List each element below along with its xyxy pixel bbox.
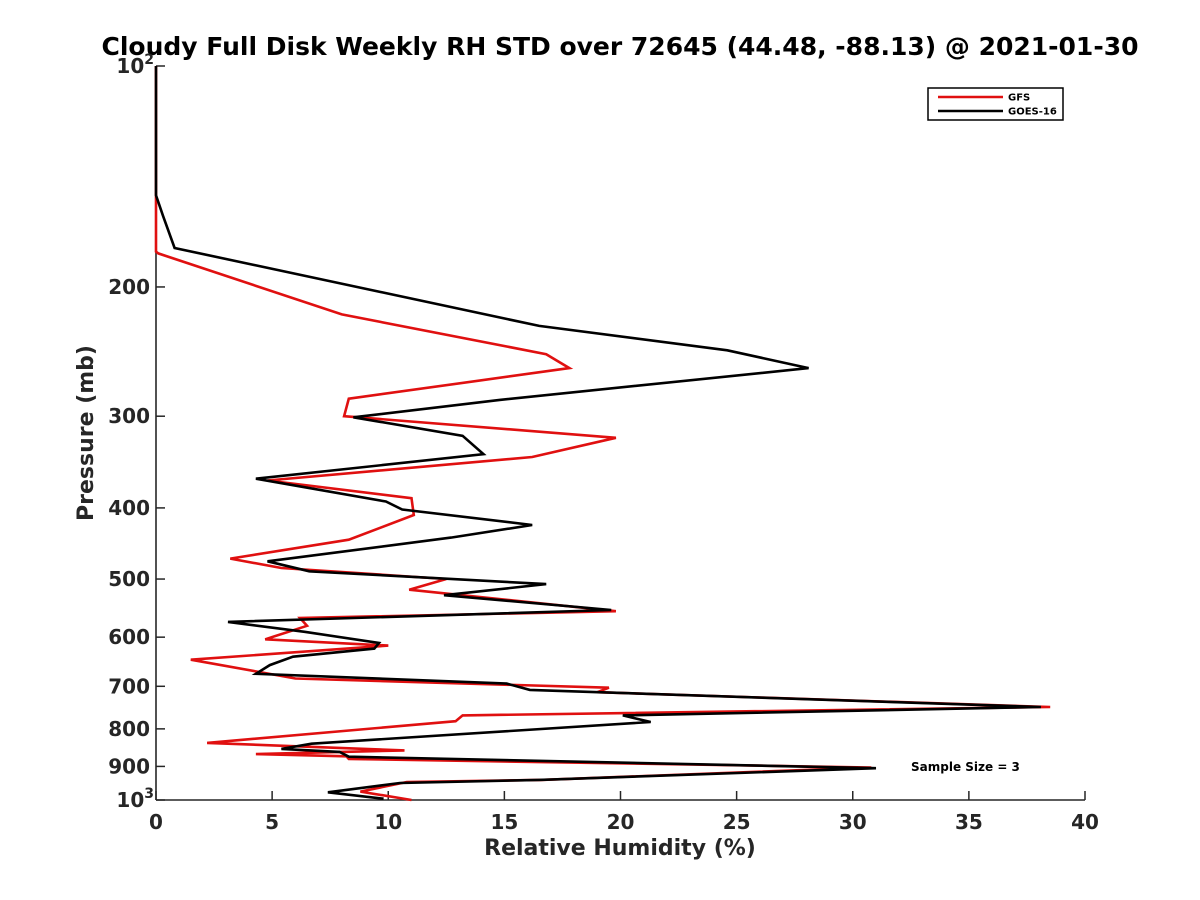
x-tick-label: 40 bbox=[1071, 810, 1099, 834]
y-axis-label: Pressure (mb) bbox=[74, 345, 99, 521]
x-tick-label: 35 bbox=[955, 810, 983, 834]
x-tick-label: 0 bbox=[149, 810, 163, 834]
y-tick-label: 700 bbox=[108, 674, 150, 698]
x-tick-label: 10 bbox=[374, 810, 402, 834]
plot-area: 0 5 10 15 20 25 30 35 40 102 200 300 400 500 600 700 80… bbox=[108, 52, 1099, 834]
legend: GFS GOES-16 bbox=[927, 87, 1064, 121]
series-lines bbox=[154, 66, 1051, 802]
x-tick-label: 5 bbox=[265, 810, 279, 834]
legend-box bbox=[927, 87, 1064, 121]
y-tick-label: 900 bbox=[108, 754, 150, 778]
series-line-gfs bbox=[154, 66, 1051, 802]
x-axis-label: Relative Humidity (%) bbox=[484, 836, 756, 861]
y-tick-label: 800 bbox=[108, 717, 150, 741]
y-tick-label: 500 bbox=[108, 567, 150, 591]
y-tick-label: 600 bbox=[108, 625, 150, 649]
y-tick-label: 103 bbox=[116, 786, 154, 812]
sample-size-annotation: Sample Size = 3 bbox=[911, 760, 1020, 774]
legend-label: GOES-16 bbox=[1008, 107, 1057, 118]
x-tick-label: 15 bbox=[490, 810, 518, 834]
y-tick-label: 400 bbox=[108, 496, 150, 520]
x-axis-ticks: 0 5 10 15 20 25 30 35 40 bbox=[149, 791, 1099, 834]
y-tick-label: 102 bbox=[116, 52, 154, 78]
legend-label: GFS bbox=[1008, 93, 1030, 104]
y-axis-ticks: 102 200 300 400 500 600 700 800 900 103 bbox=[108, 52, 165, 812]
x-tick-label: 20 bbox=[607, 810, 635, 834]
series-line-goes-16 bbox=[154, 66, 1041, 800]
y-tick-label: 200 bbox=[108, 275, 150, 299]
x-tick-label: 30 bbox=[839, 810, 867, 834]
y-tick-label: 300 bbox=[108, 404, 150, 428]
chart-title: Cloudy Full Disk Weekly RH STD over 7264… bbox=[101, 32, 1138, 61]
x-tick-label: 25 bbox=[723, 810, 751, 834]
